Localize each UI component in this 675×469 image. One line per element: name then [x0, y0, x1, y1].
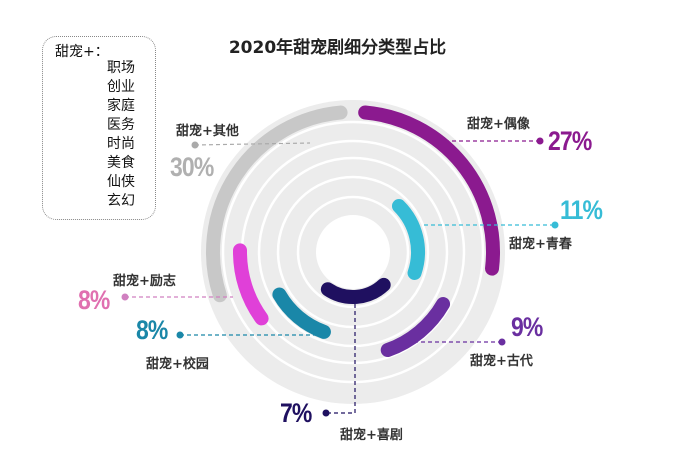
arc-idol: [358, 105, 500, 276]
label-inspire: 甜宠+励志: [113, 274, 176, 289]
note-list: 职场创业家庭医务时尚美食仙侠玄幻: [107, 59, 135, 211]
pct-ancient: 9%: [511, 312, 543, 342]
ring-separator: [257, 156, 449, 348]
note-item: 玄幻: [107, 193, 135, 209]
label-ancient: 甜宠+古代: [470, 354, 533, 369]
arc-other: [206, 105, 348, 303]
arc-youth: [391, 199, 425, 280]
pct-other: 30%: [170, 152, 214, 182]
leader-dot-other: [191, 141, 199, 149]
leader-dot-comedy: [322, 409, 330, 417]
label-youth: 甜宠+青春: [509, 237, 572, 252]
ring-separator: [276, 175, 430, 329]
ring-separator: [221, 120, 485, 384]
label-other: 甜宠+其他: [176, 124, 239, 139]
arc-inspire: [233, 243, 269, 326]
label-idol: 甜宠+偶像: [467, 117, 530, 132]
pct-inspire: 8%: [78, 285, 110, 315]
arc-campus: [272, 287, 331, 339]
note-item: 家庭: [107, 98, 135, 114]
chart-title: 2020年甜宠剧细分类型占比: [228, 38, 447, 58]
other-categories-note: 甜宠+： 职场创业家庭医务时尚美食仙侠玄幻: [42, 36, 156, 220]
arc-comedy: [320, 277, 391, 304]
note-item: 医务: [107, 117, 135, 133]
note-item: 时尚: [107, 136, 135, 152]
leader-dot-campus: [176, 331, 184, 339]
note-heading: 甜宠+：: [55, 44, 109, 60]
label-comedy: 甜宠+喜剧: [340, 428, 403, 443]
chart-center-hole: [316, 215, 390, 289]
pct-youth: 11%: [560, 195, 603, 225]
label-campus: 甜宠+校园: [146, 357, 209, 372]
pct-idol: 27%: [548, 126, 592, 156]
leader-line-comedy: [326, 297, 356, 414]
leader-dot-idol: [536, 137, 544, 145]
leader-dot-ancient: [498, 338, 506, 346]
note-item: 创业: [107, 79, 135, 95]
note-item: 职场: [107, 60, 135, 76]
note-item: 仙侠: [107, 174, 135, 190]
leader-dot-youth: [551, 221, 559, 229]
pct-campus: 8%: [136, 315, 168, 345]
leader-dot-inspire: [121, 293, 129, 301]
pct-comedy: 7%: [280, 398, 312, 428]
leader-line-other: [194, 142, 311, 146]
arc-ancient: [380, 297, 451, 358]
ring-separator: [296, 195, 410, 309]
note-item: 美食: [107, 155, 135, 171]
